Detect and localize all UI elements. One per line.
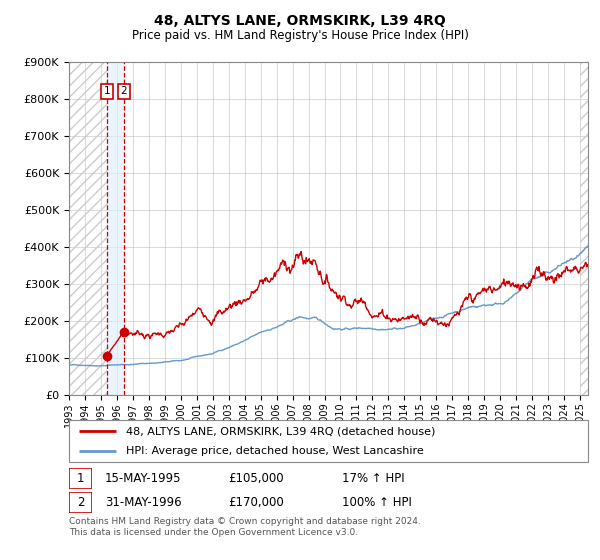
Text: 1: 1: [77, 472, 84, 485]
FancyBboxPatch shape: [69, 468, 92, 489]
Text: Price paid vs. HM Land Registry's House Price Index (HPI): Price paid vs. HM Land Registry's House …: [131, 29, 469, 42]
FancyBboxPatch shape: [69, 420, 588, 462]
FancyBboxPatch shape: [69, 492, 92, 513]
Text: £170,000: £170,000: [228, 496, 284, 509]
Text: £105,000: £105,000: [228, 472, 284, 485]
Text: 17% ↑ HPI: 17% ↑ HPI: [342, 472, 404, 485]
Bar: [69, 62, 107, 395]
Text: 48, ALTYS LANE, ORMSKIRK, L39 4RQ: 48, ALTYS LANE, ORMSKIRK, L39 4RQ: [154, 14, 446, 28]
Text: Contains HM Land Registry data © Crown copyright and database right 2024.
This d: Contains HM Land Registry data © Crown c…: [69, 517, 421, 537]
Text: 1: 1: [104, 86, 110, 96]
Text: 48, ALTYS LANE, ORMSKIRK, L39 4RQ (detached house): 48, ALTYS LANE, ORMSKIRK, L39 4RQ (detac…: [126, 426, 436, 436]
Text: HPI: Average price, detached house, West Lancashire: HPI: Average price, detached house, West…: [126, 446, 424, 456]
Text: 2: 2: [121, 86, 127, 96]
Text: 15-MAY-1995: 15-MAY-1995: [105, 472, 182, 485]
Text: 2: 2: [77, 496, 84, 509]
Bar: [580, 62, 588, 395]
Bar: [107, 62, 124, 395]
Text: 31-MAY-1996: 31-MAY-1996: [105, 496, 182, 509]
Text: 100% ↑ HPI: 100% ↑ HPI: [342, 496, 412, 509]
